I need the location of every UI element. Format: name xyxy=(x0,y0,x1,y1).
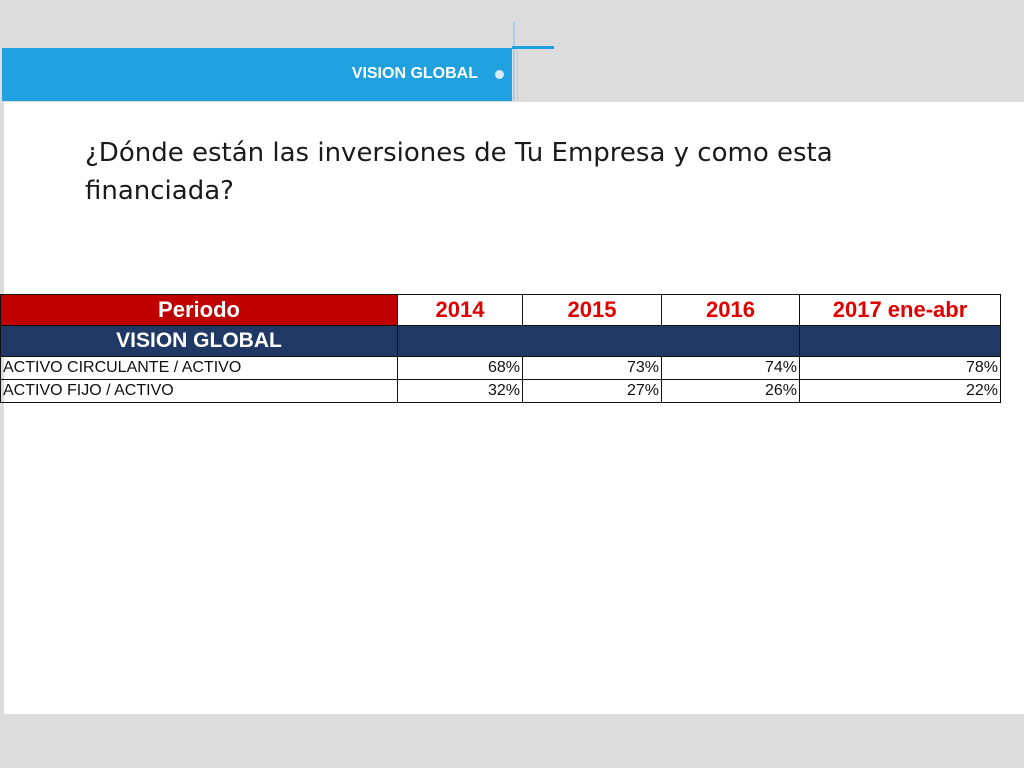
accent-line-vertical-thin xyxy=(517,50,518,100)
row-value: 74% xyxy=(661,356,800,380)
table-section-row: VISION GLOBAL xyxy=(0,325,1001,357)
accent-line-vertical xyxy=(513,22,515,100)
bottom-band xyxy=(0,714,1024,768)
section-row-label: VISION GLOBAL xyxy=(0,325,398,357)
row-label: ACTIVO CIRCULANTE / ACTIVO xyxy=(0,356,398,380)
data-table: Periodo 2014 2015 2016 2017 ene-abr VISI… xyxy=(0,294,1001,403)
section-row-fill xyxy=(397,325,800,357)
row-value: 26% xyxy=(661,379,800,403)
slide-canvas xyxy=(4,102,1024,714)
accent-line-horizontal xyxy=(512,46,554,49)
slide-question: ¿Dónde están las inversiones de Tu Empre… xyxy=(85,138,833,206)
table-header-row: Periodo 2014 2015 2016 2017 ene-abr xyxy=(0,294,1001,326)
header-year-2014: 2014 xyxy=(397,294,523,326)
header-periodo: Periodo xyxy=(0,294,398,326)
section-row-fill-last xyxy=(799,325,1001,357)
table-row: ACTIVO CIRCULANTE / ACTIVO 68% 73% 74% 7… xyxy=(0,356,1001,380)
row-label: ACTIVO FIJO / ACTIVO xyxy=(0,379,398,403)
table-row: ACTIVO FIJO / ACTIVO 32% 27% 26% 22% xyxy=(0,379,1001,403)
header-year-2016: 2016 xyxy=(661,294,800,326)
row-value: 32% xyxy=(397,379,523,403)
row-value: 73% xyxy=(522,356,662,380)
section-tab-label: VISION GLOBAL xyxy=(351,65,478,82)
header-year-2015: 2015 xyxy=(522,294,662,326)
row-value: 22% xyxy=(799,379,1001,403)
header-year-2017: 2017 ene-abr xyxy=(799,294,1001,326)
row-value: 78% xyxy=(799,356,1001,380)
section-tab: VISION GLOBAL xyxy=(2,48,512,101)
row-value: 68% xyxy=(397,356,523,380)
bullet-dot-icon xyxy=(495,70,504,79)
row-value: 27% xyxy=(522,379,662,403)
